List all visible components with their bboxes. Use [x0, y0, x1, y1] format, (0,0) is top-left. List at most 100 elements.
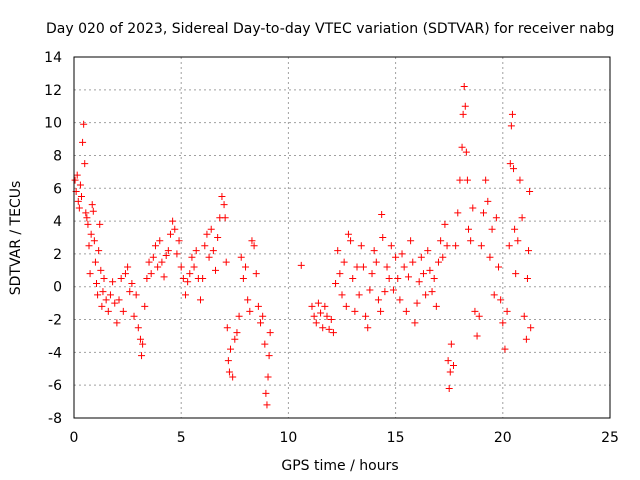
data-point-marker: [372, 258, 380, 266]
data-point-marker: [383, 263, 391, 271]
data-point-marker: [523, 275, 531, 283]
data-point-marker: [460, 83, 468, 91]
data-point-marker: [209, 247, 217, 255]
data-point-marker: [473, 332, 481, 340]
data-point-marker: [387, 242, 395, 250]
data-point-marker: [124, 263, 132, 271]
data-point-marker: [516, 176, 524, 184]
data-point-marker: [192, 247, 200, 255]
data-point-marker: [480, 209, 488, 217]
data-point-marker: [501, 345, 509, 353]
data-point-marker: [250, 242, 258, 250]
data-point-marker: [199, 275, 207, 283]
data-point-marker: [218, 192, 226, 200]
data-point-marker: [378, 211, 386, 219]
data-point-marker: [94, 291, 102, 299]
data-point-marker: [177, 263, 185, 271]
data-point-marker: [434, 258, 442, 266]
y-tick-label: 12: [44, 83, 62, 99]
data-point-marker: [319, 324, 327, 332]
data-point-marker: [511, 225, 519, 233]
x-axis-title: GPS time / hours: [281, 458, 398, 474]
data-point-marker: [430, 275, 438, 283]
data-point-marker: [444, 357, 452, 365]
data-point-marker: [252, 270, 260, 278]
data-point-marker: [527, 324, 535, 332]
data-point-marker: [364, 324, 372, 332]
data-point-marker: [389, 286, 397, 294]
data-point-marker: [329, 329, 337, 337]
y-axis-title: SDTVAR / TECUs: [8, 181, 24, 296]
data-point-marker: [312, 319, 320, 327]
data-point-marker: [248, 237, 256, 245]
data-point-marker: [141, 302, 149, 310]
data-point-marker: [254, 302, 262, 310]
data-point-marker: [239, 275, 247, 283]
data-point-marker: [342, 302, 350, 310]
data-point-marker: [203, 230, 211, 238]
data-point-marker: [173, 250, 181, 258]
data-point-marker: [190, 263, 198, 271]
data-point-marker: [244, 296, 252, 304]
data-point-marker: [136, 335, 144, 343]
data-point-marker: [231, 335, 239, 343]
data-point-marker: [488, 225, 496, 233]
data-point-marker: [398, 250, 406, 258]
data-point-marker: [151, 242, 159, 250]
y-tick-label: -4: [48, 345, 62, 361]
data-point-marker: [121, 270, 129, 278]
data-point-marker: [443, 242, 451, 250]
data-point-marker: [84, 220, 92, 228]
data-point-marker: [87, 230, 95, 238]
data-point-marker: [263, 401, 271, 409]
data-point-marker: [96, 220, 104, 228]
data-point-marker: [214, 234, 222, 241]
data-point-marker: [327, 316, 335, 324]
data-point-marker: [73, 171, 81, 179]
data-point-marker: [83, 214, 91, 222]
plot-frame: [73, 56, 611, 419]
data-point-marker: [93, 279, 101, 287]
data-point-marker: [85, 242, 93, 250]
data-point-marker: [186, 270, 194, 278]
data-point-marker: [522, 335, 530, 343]
data-point-marker: [102, 296, 110, 304]
data-point-marker: [212, 266, 220, 274]
data-point-marker: [437, 237, 445, 245]
data-point-marker: [264, 373, 272, 381]
data-point-marker: [89, 207, 97, 215]
data-point-marker: [447, 340, 455, 348]
y-tick-label: 4: [53, 214, 62, 230]
data-point-marker: [164, 247, 172, 255]
data-point-marker: [503, 307, 511, 315]
data-point-marker: [115, 296, 123, 304]
data-point-marker: [458, 143, 466, 151]
data-point-marker: [237, 253, 245, 261]
data-point-marker: [74, 197, 82, 205]
data-point-marker: [486, 253, 494, 261]
data-point-marker: [100, 275, 108, 283]
data-point-marker: [525, 247, 533, 255]
data-point-marker: [224, 357, 232, 365]
data-point-marker: [79, 138, 87, 146]
data-point-marker: [344, 230, 352, 238]
data-point-marker: [518, 214, 526, 222]
data-point-marker: [128, 279, 136, 287]
data-point-marker: [158, 258, 166, 266]
data-point-marker: [454, 209, 462, 217]
y-tick-label: 2: [53, 247, 62, 263]
data-point-marker: [117, 275, 125, 283]
data-point-marker: [459, 110, 467, 118]
data-point-marker: [471, 307, 479, 315]
data-point-marker: [81, 160, 89, 168]
y-tick-label: 14: [44, 50, 62, 66]
data-point-marker: [374, 296, 382, 304]
data-point-marker: [415, 278, 423, 286]
data-point-marker: [111, 299, 119, 307]
data-point-marker: [134, 324, 142, 332]
data-point-marker: [154, 263, 162, 271]
data-point-marker: [353, 263, 361, 271]
data-point-marker: [477, 242, 485, 250]
data-point-marker: [162, 252, 170, 260]
